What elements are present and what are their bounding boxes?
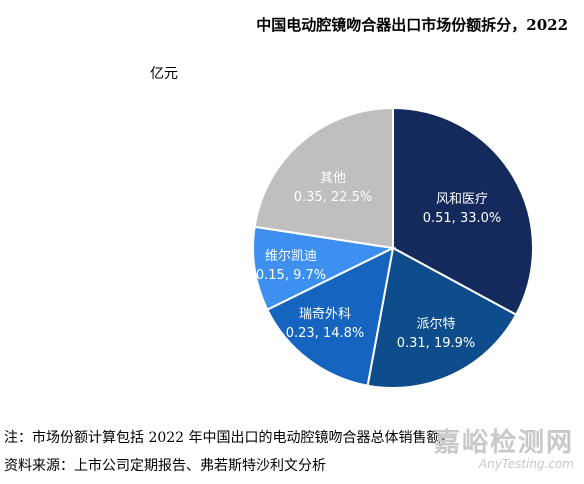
pie-chart: 风和医疗 0.51, 33.0% 派尔特 0.31, 19.9% 瑞奇外科 0.23, 1… [252, 106, 534, 389]
unit-label: 亿元 [150, 66, 178, 82]
slice-label-value-1: 0.51, 33.0% [423, 211, 502, 226]
slice-label-name-1: 风和医疗 [436, 192, 488, 207]
watermark-cn: 嘉峪检测网 [433, 428, 574, 458]
slice-label-name-4: 维尔凯迪 [265, 249, 317, 264]
pie-slice-4 [252, 225, 397, 311]
pie-slice-3 [265, 246, 395, 387]
slice-label-value-5: 0.35, 22.5% [294, 190, 373, 205]
pie-labels: 风和医疗 0.51, 33.0% 派尔特 0.31, 19.9% 瑞奇外科 0.23, 1… [256, 171, 501, 351]
pie-slice-1 [392, 106, 534, 317]
slice-label-name-2: 派尔特 [416, 317, 455, 332]
slice-label-value-3: 0.23, 14.8% [286, 326, 365, 341]
slice-label-value-4: 0.15, 9.7% [256, 268, 326, 283]
watermark-en: AnyTesting.com [478, 457, 574, 471]
source-note: 资料来源：上市公司定期报告、弗若斯特沙利文分析 [4, 458, 326, 474]
chart-title: 中国电动腔镜吻合器出口市场份额拆分，2022 [256, 16, 568, 34]
slice-label-name-3: 瑞奇外科 [299, 306, 351, 322]
footnote: 注：市场份额计算包括 2022 年中国出口的电动腔镜吻合器总体销售额。 [4, 430, 455, 446]
watermark: 嘉峪检测网 AnyTesting.com [434, 430, 574, 470]
pie-slice-5 [253, 106, 394, 250]
slice-label-name-5: 其他 [320, 171, 346, 186]
slice-label-value-2: 0.31, 19.9% [397, 336, 476, 351]
pie-slices [252, 106, 534, 389]
pie-slice-2 [366, 246, 518, 389]
